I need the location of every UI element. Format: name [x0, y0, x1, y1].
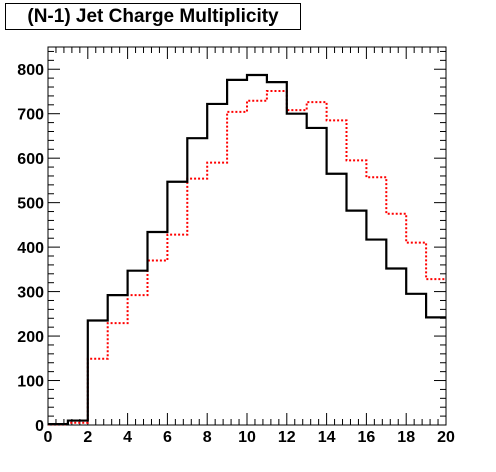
x-tick-label: 0	[44, 429, 53, 446]
x-tick-label: 18	[397, 429, 415, 446]
y-tick-label: 600	[17, 151, 44, 168]
x-tick-label: 20	[437, 429, 455, 446]
series-layer	[48, 73, 446, 426]
y-tick-label: 100	[17, 374, 44, 391]
x-tick-label: 6	[163, 429, 172, 446]
series-dotted-red	[48, 90, 446, 426]
x-tick-label: 10	[238, 429, 256, 446]
y-tick-label: 400	[17, 240, 44, 257]
x-tick-label: 14	[318, 429, 336, 446]
chart-title: (N-1) Jet Charge Multiplicity	[5, 3, 301, 30]
y-tick-label: 800	[17, 62, 44, 79]
y-tick-label: 200	[17, 329, 44, 346]
y-tick-label: 300	[17, 285, 44, 302]
x-axis-ticks: 0 2 4 6 8 10 12 14 16 18 20	[44, 47, 455, 446]
x-tick-label: 4	[123, 429, 132, 446]
x-tick-label: 16	[358, 429, 376, 446]
x-tick-label: 2	[83, 429, 92, 446]
x-tick-label: 12	[278, 429, 296, 446]
y-tick-label: 500	[17, 196, 44, 213]
series-solid-black	[48, 73, 446, 426]
plot-frame	[47, 46, 447, 426]
y-tick-label: 700	[17, 107, 44, 124]
y-axis-ticks: 0 100 200 300 400 500 600 700 800	[17, 50, 446, 435]
x-tick-label: 8	[203, 429, 212, 446]
y-tick-label: 0	[35, 418, 44, 435]
